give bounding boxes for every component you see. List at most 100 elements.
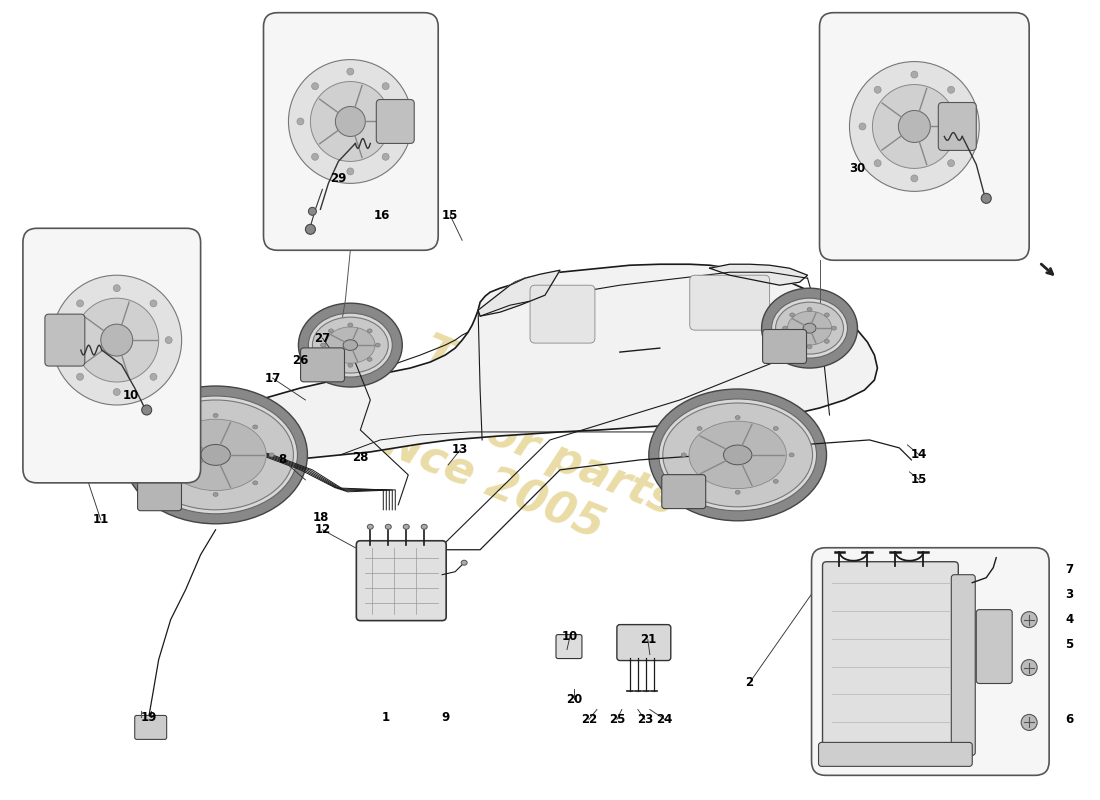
Circle shape [336, 106, 365, 137]
FancyBboxPatch shape [617, 625, 671, 661]
Ellipse shape [824, 339, 829, 343]
FancyBboxPatch shape [823, 562, 958, 758]
Ellipse shape [404, 524, 409, 530]
FancyBboxPatch shape [977, 610, 1012, 683]
Ellipse shape [348, 323, 353, 327]
Circle shape [981, 194, 991, 203]
Ellipse shape [771, 298, 847, 358]
Circle shape [77, 300, 84, 307]
Circle shape [165, 337, 173, 343]
Circle shape [101, 324, 133, 356]
Text: THIS IS
a pass for parts
SINce 2005: THIS IS a pass for parts SINce 2005 [280, 290, 700, 570]
Ellipse shape [312, 317, 388, 373]
Ellipse shape [174, 425, 178, 429]
FancyBboxPatch shape [818, 742, 972, 766]
Circle shape [308, 207, 317, 215]
FancyBboxPatch shape [762, 330, 806, 363]
Ellipse shape [320, 343, 326, 347]
Circle shape [62, 337, 68, 343]
Ellipse shape [790, 313, 795, 317]
Ellipse shape [326, 327, 375, 363]
Ellipse shape [788, 311, 832, 345]
Ellipse shape [689, 421, 786, 489]
Circle shape [382, 154, 389, 160]
Text: 29: 29 [330, 172, 346, 185]
Ellipse shape [681, 453, 686, 457]
Ellipse shape [348, 363, 353, 367]
Ellipse shape [308, 313, 393, 377]
Ellipse shape [421, 524, 427, 530]
Circle shape [397, 118, 404, 125]
Text: 1: 1 [382, 711, 389, 724]
FancyBboxPatch shape [662, 474, 706, 509]
Ellipse shape [298, 303, 403, 387]
Ellipse shape [157, 453, 162, 457]
Text: 5: 5 [1065, 638, 1074, 651]
Text: 19: 19 [141, 711, 157, 724]
Text: 26: 26 [293, 354, 309, 366]
Ellipse shape [807, 307, 812, 311]
Text: 2: 2 [746, 676, 754, 689]
Circle shape [142, 405, 152, 415]
Ellipse shape [735, 415, 740, 419]
Ellipse shape [773, 426, 779, 430]
Text: 11: 11 [92, 514, 109, 526]
Text: 14: 14 [911, 449, 927, 462]
Ellipse shape [123, 386, 307, 524]
Circle shape [311, 154, 319, 160]
Ellipse shape [329, 358, 333, 362]
Text: 20: 20 [565, 693, 582, 706]
Ellipse shape [213, 414, 218, 418]
Ellipse shape [253, 481, 257, 485]
Ellipse shape [385, 524, 392, 530]
Ellipse shape [824, 313, 829, 317]
Text: 16: 16 [374, 209, 390, 222]
Ellipse shape [343, 340, 358, 350]
Ellipse shape [803, 323, 816, 333]
Text: 10: 10 [122, 389, 139, 402]
Text: 22: 22 [581, 713, 597, 726]
Text: 12: 12 [315, 523, 330, 536]
FancyBboxPatch shape [138, 477, 182, 510]
Ellipse shape [776, 302, 844, 354]
Ellipse shape [253, 425, 257, 429]
FancyBboxPatch shape [300, 348, 344, 382]
FancyBboxPatch shape [45, 314, 85, 366]
Ellipse shape [138, 400, 294, 510]
Text: 13: 13 [452, 443, 469, 457]
Text: 15: 15 [442, 209, 459, 222]
FancyBboxPatch shape [264, 13, 438, 250]
Circle shape [113, 285, 120, 292]
Circle shape [1021, 714, 1037, 730]
Ellipse shape [367, 524, 373, 530]
Text: 9: 9 [441, 711, 449, 724]
FancyBboxPatch shape [23, 228, 200, 483]
Text: 15: 15 [911, 474, 927, 486]
Ellipse shape [807, 345, 812, 349]
Ellipse shape [174, 481, 178, 485]
FancyBboxPatch shape [134, 715, 167, 739]
Ellipse shape [832, 326, 836, 330]
Circle shape [346, 68, 354, 75]
FancyBboxPatch shape [938, 102, 977, 150]
Text: 6: 6 [1065, 713, 1074, 726]
FancyBboxPatch shape [812, 548, 1049, 775]
Circle shape [52, 275, 182, 405]
Ellipse shape [375, 343, 381, 347]
Ellipse shape [201, 445, 230, 466]
Circle shape [75, 298, 158, 382]
FancyBboxPatch shape [356, 541, 447, 621]
Ellipse shape [663, 403, 813, 507]
Circle shape [311, 82, 319, 90]
Circle shape [150, 300, 157, 307]
Ellipse shape [649, 389, 826, 521]
Text: 30: 30 [849, 162, 866, 175]
Text: 18: 18 [312, 511, 329, 524]
Ellipse shape [270, 453, 274, 457]
Circle shape [872, 85, 956, 169]
Circle shape [899, 110, 931, 142]
Circle shape [947, 160, 955, 166]
Circle shape [288, 59, 412, 183]
Circle shape [911, 175, 917, 182]
Ellipse shape [165, 419, 266, 490]
